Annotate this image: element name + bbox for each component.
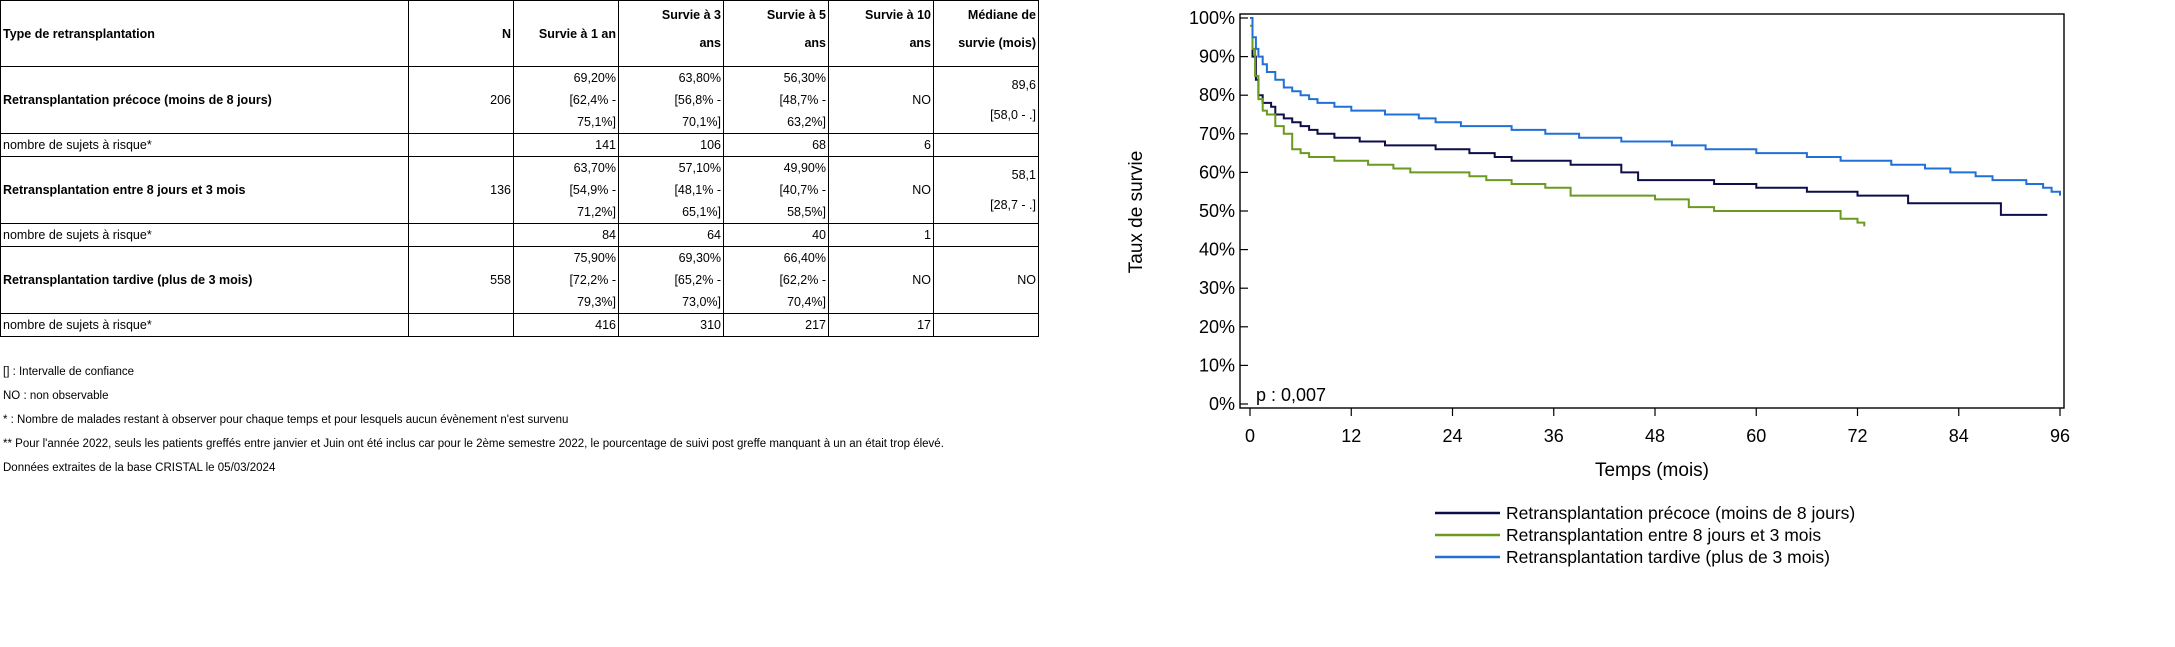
y-tick-label: 90% [1199,47,1235,67]
y-tick-label: 30% [1199,278,1235,298]
header-type: Type de retransplantation [0,0,409,67]
cell-survival-5y: 66,40% [62,2% -70,4%] [723,246,829,314]
cell-median-survival: 58,1 [28,7 - .] [933,156,1039,224]
cell-empty [408,313,514,337]
cell-empty [933,313,1039,337]
risk-label: nombre de sujets à risque* [0,133,409,157]
x-tick-label: 48 [1645,426,1665,446]
y-tick-label: 50% [1199,201,1235,221]
cell-median-survival: NO [933,246,1039,314]
y-tick-label: 80% [1199,85,1235,105]
cell-survival-3y: 57,10% [48,1% -65,1%] [618,156,724,224]
x-axis: 0 12 24 36 48 60 72 84 96 [1245,408,2070,446]
survival-curve-1 [1250,17,2048,216]
survival-curve-2 [1250,24,1866,227]
header-median-survival: Médiane de survie (mois) [933,0,1039,67]
legend: Retransplantation précoce (moins de 8 jo… [1435,503,1855,567]
row-label: Retransplantation entre 8 jours et 3 moi… [0,156,409,224]
survival-table: Type de retransplantation N Survie à 1 a… [0,0,1039,337]
table-row: Retransplantation entre 8 jours et 3 moi… [0,156,1039,224]
p-value-annotation: p : 0,007 [1256,385,1326,405]
header-survival-1y: Survie à 1 an [513,0,619,67]
note-year-2022: ** Pour l'année 2022, seuls les patients… [3,438,944,450]
y-tick-label: 70% [1199,124,1235,144]
x-axis-label: Temps (mois) [1595,460,1709,481]
cell-empty [408,133,514,157]
risk-row: nombre de sujets à risque* 84 64 40 1 [0,223,1039,247]
header-survival-5y: Survie à 5 ans [723,0,829,67]
cell-survival-5y: 56,30% [48,7% -63,2%] [723,66,829,134]
y-tick-label: 60% [1199,162,1235,182]
cell-empty [933,133,1039,157]
header-survival-10y: Survie à 10 ans [828,0,934,67]
note-confidence-interval: [] : Intervalle de confiance [3,366,135,378]
x-tick-label: 12 [1341,426,1361,446]
x-tick-label: 96 [2050,426,2070,446]
cell-risk-1y: 416 [513,313,619,337]
y-tick-label: 100% [1189,8,1235,28]
y-tick-label: 40% [1199,240,1235,260]
cell-survival-5y: 49,90% [40,7% -58,5%] [723,156,829,224]
y-axis: 0% 10% 20% 30% 40% 50% 60% 70% 80% 90% 100% [1189,8,1248,414]
legend-label: Retransplantation précoce (moins de 8 jo… [1506,503,1855,523]
cell-survival-3y: 69,30% [65,2% -73,0%] [618,246,724,314]
cell-risk-5y: 40 [723,223,829,247]
cell-survival-3y: 63,80% [56,8% -70,1%] [618,66,724,134]
cell-survival-10y: NO [828,66,934,134]
x-tick-label: 60 [1746,426,1766,446]
risk-label: nombre de sujets à risque* [0,313,409,337]
legend-label: Retransplantation entre 8 jours et 3 moi… [1506,525,1821,545]
table-row: Retransplantation précoce (moins de 8 jo… [0,66,1039,134]
note-at-risk: * : Nombre de malades restant à observer… [3,414,569,426]
cell-risk-5y: 68 [723,133,829,157]
legend-label: Retransplantation tardive (plus de 3 moi… [1506,547,1830,567]
cell-empty [933,223,1039,247]
row-label: Retransplantation tardive (plus de 3 moi… [0,246,409,314]
cell-risk-1y: 84 [513,223,619,247]
cell-risk-5y: 217 [723,313,829,337]
header-survival-3y: Survie à 3 ans [618,0,724,67]
note-not-observable: NO : non observable [3,390,109,402]
risk-row: nombre de sujets à risque* 416 310 217 1… [0,313,1039,337]
y-tick-label: 10% [1199,355,1235,375]
cell-survival-1y: 75,90% [72,2% -79,3%] [513,246,619,314]
survival-curves [1250,17,2061,227]
risk-row: nombre de sujets à risque* 141 106 68 6 [0,133,1039,157]
cell-risk-3y: 310 [618,313,724,337]
header-n: N [408,0,514,67]
row-label: Retransplantation précoce (moins de 8 jo… [0,66,409,134]
note-data-source: Données extraites de la base CRISTAL le … [3,462,276,474]
survival-curve-3 [1250,17,2061,196]
cell-risk-1y: 141 [513,133,619,157]
cell-survival-1y: 69,20% [62,4% -75,1%] [513,66,619,134]
y-tick-label: 20% [1199,317,1235,337]
footnotes: [] : Intervalle de confiance NO : non ob… [3,360,944,480]
cell-risk-3y: 106 [618,133,724,157]
cell-n: 136 [408,156,514,224]
y-axis-label: Taux de survie [1126,151,1147,274]
cell-risk-10y: 1 [828,223,934,247]
x-tick-label: 72 [1847,426,1867,446]
cell-risk-3y: 64 [618,223,724,247]
x-tick-label: 84 [1949,426,1969,446]
cell-survival-10y: NO [828,246,934,314]
y-tick-label: 0% [1209,394,1235,414]
table-row: Retransplantation tardive (plus de 3 moi… [0,246,1039,314]
cell-risk-10y: 6 [828,133,934,157]
cell-survival-10y: NO [828,156,934,224]
x-tick-label: 36 [1544,426,1564,446]
x-tick-label: 24 [1442,426,1462,446]
plot-frame [1239,13,2065,409]
survival-chart: 0% 10% 20% 30% 40% 50% 60% 70% 80% 90% 100% 0 12 24 3… [1126,8,2070,567]
cell-n: 206 [408,66,514,134]
cell-risk-10y: 17 [828,313,934,337]
x-tick-label: 0 [1245,426,1255,446]
risk-label: nombre de sujets à risque* [0,223,409,247]
cell-median-survival: 89,6 [58,0 - .] [933,66,1039,134]
table-header-row: Type de retransplantation N Survie à 1 a… [0,0,1039,67]
cell-empty [408,223,514,247]
cell-n: 558 [408,246,514,314]
cell-survival-1y: 63,70% [54,9% -71,2%] [513,156,619,224]
